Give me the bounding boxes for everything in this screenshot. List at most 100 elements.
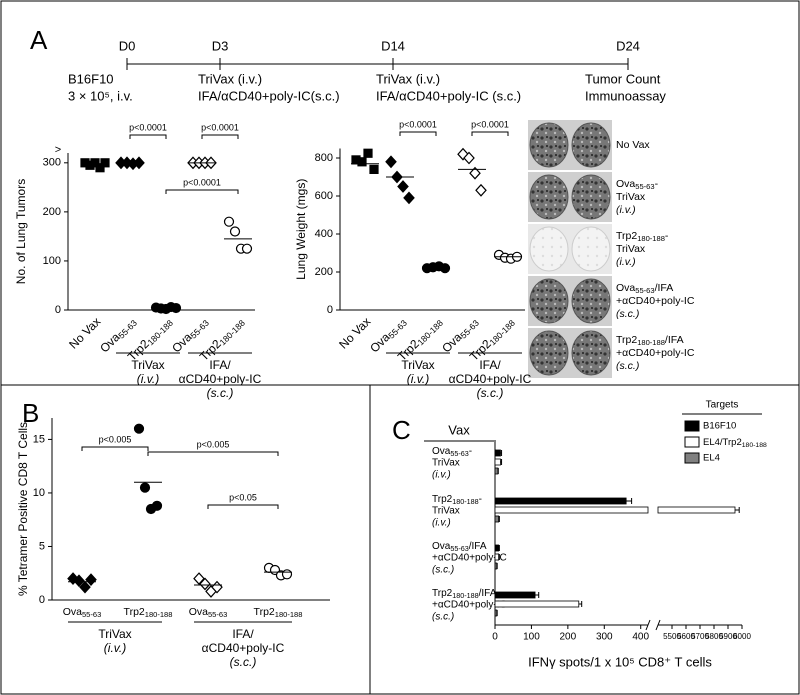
bracket <box>129 134 167 139</box>
category-label: (i.v.) <box>432 518 451 529</box>
y-tick-label: 10 <box>33 487 45 499</box>
marker <box>357 157 367 167</box>
x-axis-title: IFNγ spots/1 x 10⁵ CD8⁺ T cells <box>528 654 712 669</box>
error-bar <box>735 507 740 513</box>
group-label: IFA/ <box>232 627 254 641</box>
category-label: Ova55-63/IFA <box>432 541 487 553</box>
timeline-text: 3 × 10⁵, i.v. <box>68 88 133 103</box>
legend-swatch <box>684 452 700 464</box>
error-bar <box>500 450 503 456</box>
error-bar <box>498 516 500 522</box>
marker <box>100 158 110 168</box>
group-label: IFA/ <box>209 358 231 372</box>
y-tick-label: 0 <box>55 304 61 316</box>
lung <box>571 226 611 272</box>
marker <box>85 573 97 587</box>
photo-label: No Vax <box>616 139 650 151</box>
error-bar <box>498 554 500 560</box>
marker <box>199 577 211 591</box>
bar <box>657 506 736 514</box>
p-value: p<0.0001 <box>183 177 221 187</box>
photo-label: (i.v.) <box>616 256 636 268</box>
panel-label: A <box>30 25 48 55</box>
axis-break <box>655 619 661 631</box>
timeline-day: D0 <box>119 38 136 53</box>
error-bar <box>578 601 583 607</box>
marker <box>73 574 85 588</box>
photo-label: (i.v.) <box>616 204 636 216</box>
x-tick-label: 6000 <box>733 632 751 641</box>
p-value: p<0.005 <box>99 434 132 444</box>
bracket <box>201 134 239 139</box>
lung <box>571 122 611 168</box>
x-tick-label: Trp2180-188 <box>124 606 173 619</box>
panel-label: B <box>22 398 39 428</box>
lung <box>529 122 569 168</box>
lung <box>529 330 569 376</box>
timeline-text: TriVax (i.v.) <box>198 71 262 86</box>
photo-label: TriVax <box>616 243 646 255</box>
marker <box>385 155 397 169</box>
y-tick-label: 100 <box>43 255 61 267</box>
marker <box>369 164 379 174</box>
marker <box>90 158 100 168</box>
y-tick-label: 800 <box>315 152 333 164</box>
group-label: (i.v.) <box>137 372 159 386</box>
y-tick-label: 0 <box>39 594 45 606</box>
marker <box>475 183 487 197</box>
p-value: p<0.005 <box>197 439 230 449</box>
y-tick-label: 300 <box>43 157 61 169</box>
x-tick-label: 300 <box>596 632 613 643</box>
bracket <box>207 504 279 509</box>
group-label: (s.c.) <box>230 655 257 669</box>
y-tick-label: 0 <box>327 304 333 316</box>
photo-label: Trp2180-188- <box>616 230 669 243</box>
group-label: TriVax <box>131 358 164 372</box>
bar <box>494 449 501 457</box>
photo-label: (s.c.) <box>616 360 639 372</box>
legend-label: EL4/Trp2180-188 <box>703 437 767 449</box>
marker <box>151 500 163 511</box>
timeline-text: Immunoassay <box>585 88 666 103</box>
x-tick-label: 0 <box>492 632 498 643</box>
p-value: p<0.0001 <box>129 122 167 132</box>
error-bar <box>498 545 500 551</box>
photo-label: +αCD40+poly-IC <box>616 347 695 359</box>
timeline-text: B16F10 <box>68 71 114 86</box>
group-label: (s.c.) <box>477 386 504 400</box>
top-label: > <box>55 144 61 156</box>
marker <box>281 569 293 580</box>
group-label: αCD40+poly-IC <box>449 372 532 386</box>
bar <box>494 562 498 570</box>
group-label: (i.v.) <box>407 372 429 386</box>
category-label: +αCD40+poly-IC <box>432 553 507 564</box>
marker <box>241 243 253 254</box>
photo-label: Ova55-63/IFA <box>616 282 673 295</box>
group-label: (s.c.) <box>207 386 234 400</box>
error-bar <box>626 498 633 504</box>
x-tick-label: 400 <box>632 632 649 643</box>
group-label: αCD40+poly-IC <box>202 641 285 655</box>
x-tick-label: 5800 <box>705 632 723 641</box>
group-label: (i.v.) <box>104 641 126 655</box>
x-tick-label: Ova55-63 <box>189 606 228 619</box>
x-tick-label: 5600 <box>677 632 695 641</box>
group-label: IFA/ <box>479 358 501 372</box>
photo-label: TriVax <box>616 191 646 203</box>
marker <box>363 148 373 158</box>
category-label: TriVax <box>432 458 460 469</box>
y-tick-label: 5 <box>39 540 45 552</box>
marker <box>95 163 105 173</box>
group-label: αCD40+poly-IC <box>179 372 262 386</box>
timeline-text: IFA/αCD40+poly-IC (s.c.) <box>376 88 521 103</box>
bracket <box>81 446 149 451</box>
x-tick-label: Ova55-63 <box>63 606 102 619</box>
marker <box>133 423 145 434</box>
photo-label: Trp2180-188/IFA <box>616 334 684 347</box>
timeline-day: D14 <box>381 38 405 53</box>
bar <box>494 609 498 617</box>
photo-label: +αCD40+poly-IC <box>616 295 695 307</box>
marker <box>469 166 481 180</box>
x-tick-label: 5900 <box>719 632 737 641</box>
